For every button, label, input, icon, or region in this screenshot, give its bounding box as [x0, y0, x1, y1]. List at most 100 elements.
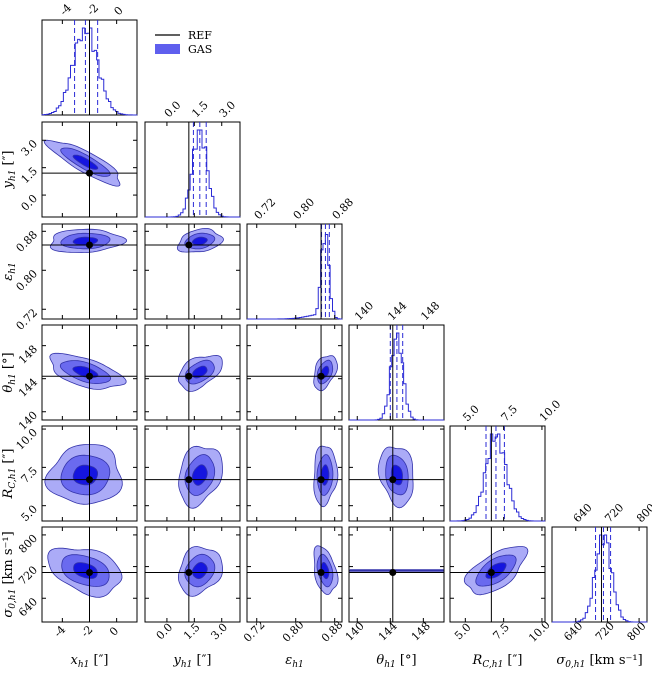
x-axis-label-R_C_h1: RC,h1 [″]: [472, 653, 523, 670]
panel-R_C_h1-vs-x_h1: 5.0 7.5 10.0: [14, 425, 138, 524]
panel-y_h1-vs-y_h1: 0.0 1.5 3.0: [144, 99, 241, 218]
x-tick-label: 140: [343, 620, 367, 644]
ref-point: [86, 476, 93, 484]
panel-theta_h1-vs-y_h1: [144, 324, 241, 421]
ref-point: [389, 569, 397, 577]
panel-frame: [449, 526, 546, 623]
x-tick-label: 5.0: [452, 621, 474, 643]
contour-level-3: [349, 569, 444, 572]
label-unit: [″]: [1, 449, 16, 468]
panel-x_h1-vs-x_h1: -4 -2 0: [41, 1, 138, 116]
panel-frame: [144, 223, 241, 320]
histogram-eps_h1: [247, 234, 343, 320]
top-tick-label: 0.0: [162, 99, 184, 121]
ref-point: [185, 569, 193, 577]
panel-sigma_0_h1-vs-R_C_h1: 5.0 7.5 10.0: [449, 526, 553, 645]
panel-frame: [348, 526, 445, 623]
x-tick-label: 0.0: [154, 621, 176, 643]
label-subscript: h1: [8, 373, 18, 385]
label-subscript: C,h1: [8, 468, 18, 489]
top-tick-label: -4: [57, 1, 74, 18]
label-unit: [km s⁻¹]: [1, 531, 16, 588]
label-symbol: x: [70, 653, 78, 668]
legend-ref-label: REF: [188, 29, 212, 42]
top-tick-label: 720: [602, 501, 626, 525]
label-symbol: R: [472, 653, 483, 668]
top-tick-label: 144: [385, 299, 409, 323]
y-axis-label-sigma_0_h1: σ0,h1 [km s⁻¹]: [1, 531, 18, 617]
x-axis-label-eps_h1: εh1: [285, 653, 304, 670]
panel-frame: [348, 425, 445, 522]
label-symbol: ε: [285, 653, 292, 668]
ref-point: [389, 476, 397, 484]
y-tick-label: 3.0: [19, 137, 41, 159]
y-axis-label-y_h1: yh1 [″]: [1, 150, 18, 189]
y-tick-label: 144: [16, 376, 40, 400]
top-tick-label: 10.0: [537, 398, 564, 425]
histogram-R_C_h1: [449, 433, 546, 522]
panel-eps_h1-vs-y_h1: [144, 223, 241, 320]
contour-level-3: [72, 464, 98, 486]
y-axis-label-theta_h1: θh1 [°]: [1, 352, 18, 392]
label-symbol: σ: [556, 653, 566, 668]
label-subscript: h1: [78, 660, 90, 670]
panel-sigma_0_h1-vs-x_h1: -4 -2 0 640 720 800: [16, 526, 138, 640]
panel-sigma_0_h1-vs-eps_h1: 0.72 0.80 0.88: [241, 526, 345, 645]
top-tick-label: 3.0: [217, 99, 239, 121]
panel-frame: [144, 324, 241, 421]
ref-point: [86, 169, 93, 177]
panel-theta_h1-vs-theta_h1: 140 144 148: [348, 299, 445, 421]
ref-point: [185, 476, 193, 484]
panel-frame: [144, 121, 241, 218]
ref-point: [317, 476, 325, 484]
panel-y_h1-vs-x_h1: 0.0 1.5 3.0: [19, 121, 138, 218]
top-tick-label: 0: [112, 4, 126, 18]
y-tick-label: 720: [16, 564, 40, 588]
x-tick-label: 0: [107, 624, 121, 638]
x-tick-label: 3.0: [208, 621, 230, 643]
x-tick-label: 7.5: [490, 621, 512, 643]
label-subscript: 0,h1: [8, 589, 18, 609]
ref-point: [86, 569, 93, 577]
panel-frame: [449, 425, 546, 522]
panel-frame: [246, 425, 343, 522]
contour-level-3: [191, 562, 208, 580]
x-tick-label: 800: [625, 620, 649, 644]
top-tick-label: -2: [84, 1, 101, 18]
top-tick-label: 0.72: [252, 196, 279, 223]
label-subscript: h1: [384, 660, 396, 670]
contour-level-3: [191, 236, 208, 246]
x-axis-label-theta_h1: θh1 [°]: [376, 653, 416, 670]
top-tick-label: 0.80: [291, 196, 318, 223]
label-symbol: θ: [376, 653, 384, 668]
x-tick-label: 720: [593, 620, 617, 644]
contour-level-3: [72, 154, 99, 170]
x-axis-label-y_h1: yh1 [″]: [172, 653, 211, 670]
legend-gas-label: GAS: [188, 43, 212, 56]
panel-R_C_h1-vs-theta_h1: [348, 425, 445, 522]
panel-theta_h1-vs-eps_h1: [246, 324, 343, 421]
top-tick-label: 1.5: [189, 99, 211, 121]
y-axis-label-R_C_h1: RC,h1 [″]: [1, 449, 18, 500]
label-unit: [°]: [396, 653, 417, 668]
label-subscript: h1: [8, 170, 18, 182]
y-tick-label: 7.5: [19, 464, 41, 486]
panel-frame: [246, 324, 343, 421]
label-subscript: 0,h1: [565, 660, 585, 670]
y-tick-label: 148: [16, 343, 40, 367]
label-symbol: y: [1, 181, 16, 190]
panel-frame: [144, 425, 241, 522]
label-symbol: θ: [1, 385, 16, 393]
ref-point: [86, 372, 93, 380]
panel-frame: [246, 223, 343, 320]
y-tick-label: 0.0: [19, 192, 41, 214]
x-tick-label: -4: [51, 623, 68, 640]
top-tick-label: 7.5: [499, 403, 521, 425]
panel-R_C_h1-vs-R_C_h1: 5.0 7.5 10.0: [449, 398, 564, 522]
panel-frame: [551, 526, 648, 623]
label-unit: [km s⁻¹]: [585, 653, 642, 668]
top-tick-label: 140: [352, 299, 376, 323]
label-subscript: h1: [181, 660, 193, 670]
